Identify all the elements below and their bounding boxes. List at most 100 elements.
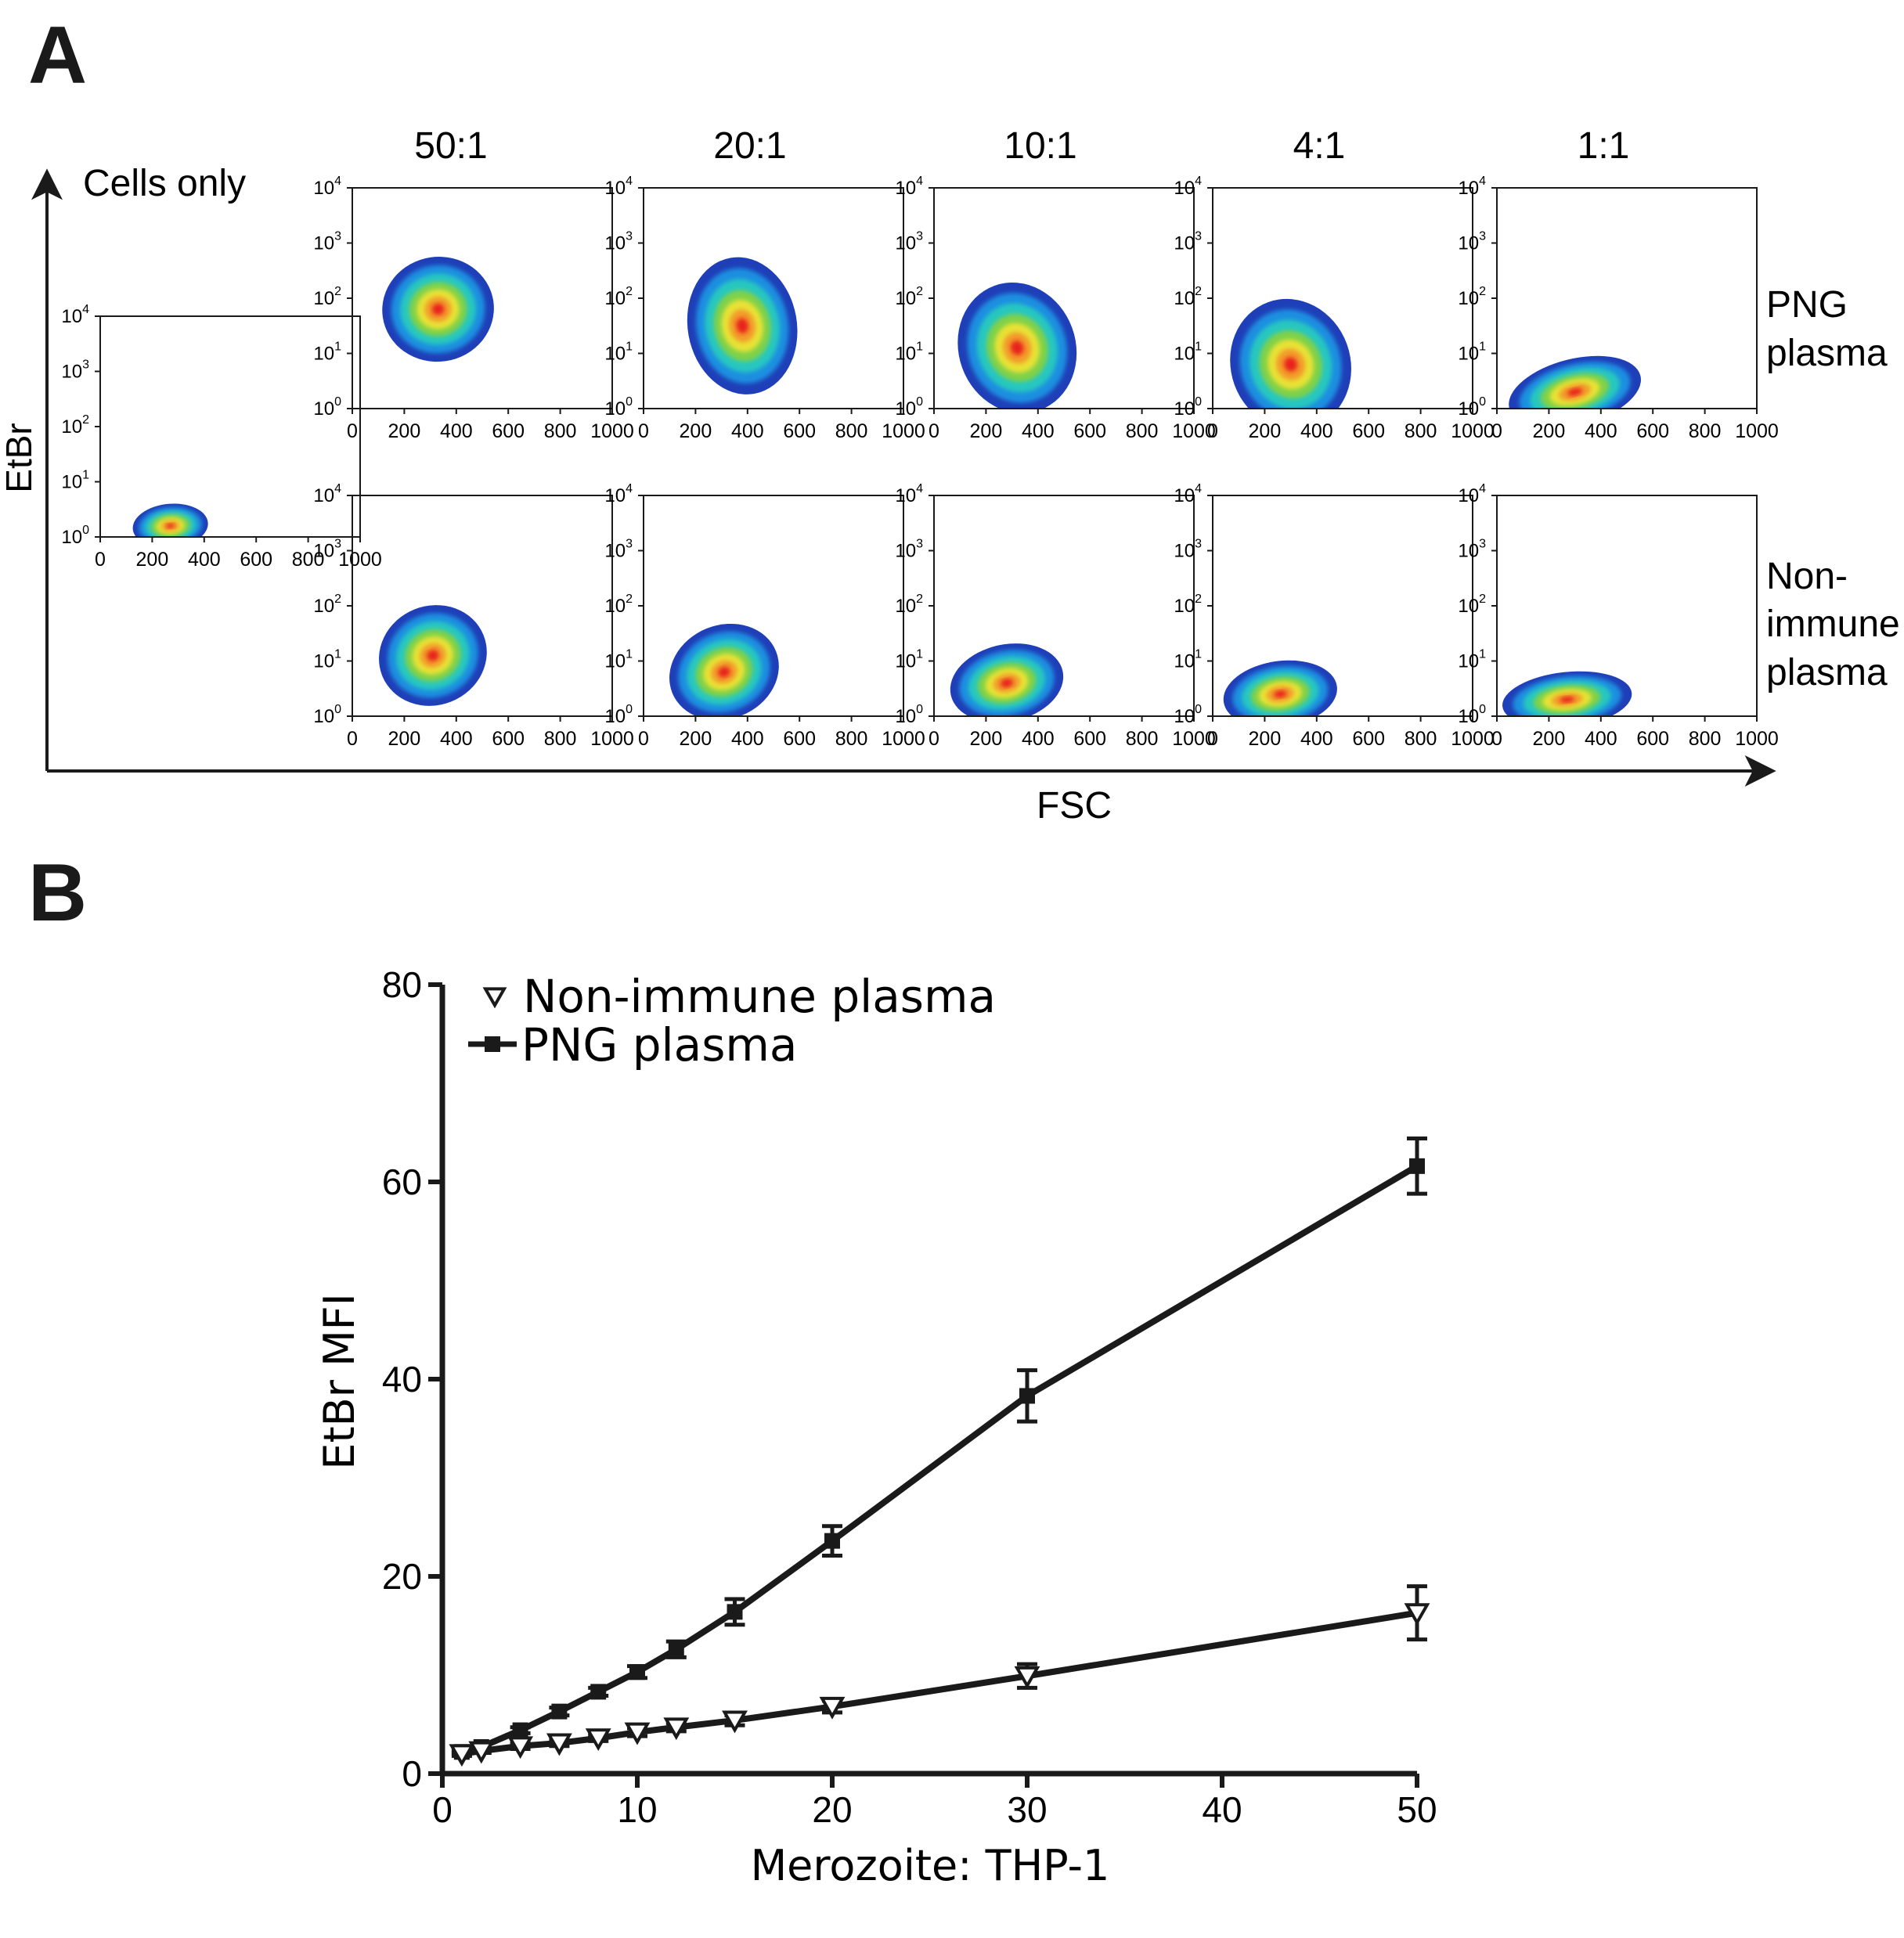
x-tick-label: 200: [970, 728, 1003, 750]
legend-square-icon: [485, 1036, 500, 1052]
y-tick-exponent: 2: [626, 593, 633, 606]
y-tick-exponent: 4: [1479, 175, 1486, 188]
y-tick-label: 101: [604, 648, 633, 672]
x-tick-label: 0: [1207, 420, 1218, 442]
x-tick-label: 200: [1249, 728, 1282, 750]
y-tick-base: 10: [1174, 596, 1195, 617]
y-tick-exponent: 2: [334, 285, 341, 298]
density-population: [1223, 660, 1337, 716]
density-contour: [1274, 690, 1287, 698]
y-tick-exponent: 1: [1479, 648, 1486, 661]
data-point-square: [824, 1533, 840, 1549]
y-tick-exponent: 3: [334, 538, 341, 551]
y-tick-label: 100: [604, 395, 633, 420]
y-tick-base: 10: [61, 527, 82, 548]
x-tick-label: 600: [1636, 420, 1669, 442]
y-tick-label: 101: [1458, 648, 1486, 672]
data-point-triangle: [722, 1710, 748, 1734]
y-tick-base: 10: [313, 541, 334, 562]
y-tick-base: 10: [61, 306, 82, 327]
y-tick-label: 101: [1174, 340, 1202, 365]
y-tick-exponent: 1: [626, 648, 633, 661]
y-tick-label: 100: [1174, 395, 1202, 420]
y-tick-exponent: 2: [1195, 285, 1202, 298]
y-tick-label: 102: [313, 285, 341, 309]
panel-b-label: B: [28, 848, 87, 938]
x-tick-label: 400: [1022, 420, 1055, 442]
density-contour: [1010, 340, 1024, 355]
density-contour: [1001, 679, 1013, 688]
y-tick-exponent: 0: [1195, 703, 1202, 716]
data-point-square: [727, 1604, 743, 1620]
y-tick-base: 10: [604, 233, 626, 254]
y-tick-base: 10: [604, 706, 626, 727]
y-tick-base: 10: [895, 178, 916, 199]
x-tick-label: 600: [492, 728, 525, 750]
y-tick-exponent: 0: [334, 395, 341, 409]
x-tick-label: 0: [347, 420, 358, 442]
y-tick-exponent: 2: [626, 285, 633, 298]
y-tick-label: 102: [61, 413, 89, 438]
chart-y-tick-label: 40: [382, 1359, 422, 1399]
row-label-line: immune: [1766, 603, 1900, 645]
y-tick-label: 102: [313, 593, 341, 617]
x-tick-label: 0: [1491, 420, 1502, 442]
y-tick-base: 10: [313, 706, 334, 727]
y-tick-exponent: 1: [1195, 340, 1202, 354]
y-tick-label: 101: [61, 469, 89, 493]
y-tick-label: 101: [313, 340, 341, 365]
row-label-line: plasma: [1766, 652, 1888, 693]
ratio-header: 1:1: [1578, 125, 1630, 167]
y-tick-label: 100: [1458, 703, 1486, 727]
x-tick-label: 0: [347, 728, 358, 750]
x-tick-label: 800: [835, 728, 868, 750]
x-tick-label: 200: [1249, 420, 1282, 442]
y-tick-label: 103: [1458, 538, 1486, 562]
data-point-square: [1409, 1158, 1425, 1174]
series-line: [460, 1163, 1419, 1756]
y-tick-base: 10: [1458, 288, 1479, 309]
y-tick-label: 104: [1174, 175, 1202, 199]
y-tick-label: 103: [895, 538, 923, 562]
chart-y-tick-label: 60: [382, 1162, 422, 1202]
y-tick-label: 103: [604, 230, 633, 254]
x-tick-label: 1000: [1172, 420, 1216, 442]
y-tick-label: 100: [1174, 703, 1202, 727]
density-contour: [166, 523, 175, 529]
x-tick-label: 600: [1073, 420, 1106, 442]
x-tick-label: 400: [440, 420, 473, 442]
y-tick-label: 103: [313, 230, 341, 254]
y-tick-exponent: 2: [1195, 593, 1202, 606]
y-tick-base: 10: [895, 706, 916, 727]
y-tick-base: 10: [1458, 651, 1479, 672]
row-labels: PNG plasma Non-immune plasma: [1766, 284, 1900, 693]
x-tick-label: 400: [188, 549, 221, 571]
data-point-square: [590, 1684, 607, 1700]
y-tick-exponent: 1: [1195, 648, 1202, 661]
x-tick-label: 0: [1207, 728, 1218, 750]
y-tick-label: 103: [1174, 230, 1202, 254]
y-tick-label: 101: [313, 648, 341, 672]
data-point-triangle: [624, 1722, 651, 1745]
density-contour: [1284, 357, 1298, 372]
y-tick-base: 10: [1174, 288, 1195, 309]
chart-x-tick-label: 20: [812, 1789, 852, 1830]
y-tick-label: 104: [61, 303, 89, 327]
x-tick-label: 200: [1533, 420, 1566, 442]
chart-x-tick-label: 40: [1202, 1789, 1242, 1830]
chart-y-tick-label: 80: [382, 964, 422, 1005]
y-tick-base: 10: [1174, 233, 1195, 254]
chart-x-axis-label: Merozoite: THP-1: [751, 1841, 1110, 1890]
x-tick-label: 400: [731, 728, 764, 750]
x-tick-label: 1000: [590, 728, 634, 750]
y-tick-exponent: 3: [626, 538, 633, 551]
x-tick-label: 800: [1405, 420, 1437, 442]
x-tick-label: 600: [1352, 420, 1385, 442]
legend-triangle-icon: [482, 987, 507, 1009]
y-tick-base: 10: [1458, 596, 1479, 617]
y-tick-label: 102: [604, 285, 633, 309]
